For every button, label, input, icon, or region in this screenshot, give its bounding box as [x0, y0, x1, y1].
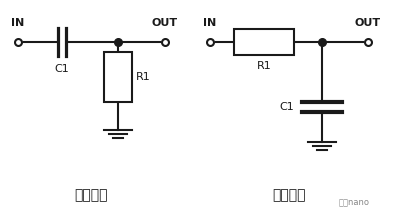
Text: R1: R1	[256, 61, 272, 71]
Text: OUT: OUT	[355, 18, 381, 28]
Text: C1: C1	[55, 64, 69, 74]
Text: 低通滤波: 低通滤波	[272, 188, 306, 202]
Text: OUT: OUT	[152, 18, 178, 28]
Bar	[234, 29, 294, 55]
Text: IN: IN	[12, 18, 25, 28]
Text: R1: R1	[136, 72, 151, 82]
Text: IN: IN	[203, 18, 217, 28]
Text: 高通滤波: 高通滤波	[75, 188, 108, 202]
Bar	[104, 52, 132, 102]
Text: 我与nano: 我与nano	[339, 198, 370, 207]
Text: C1: C1	[279, 102, 294, 112]
